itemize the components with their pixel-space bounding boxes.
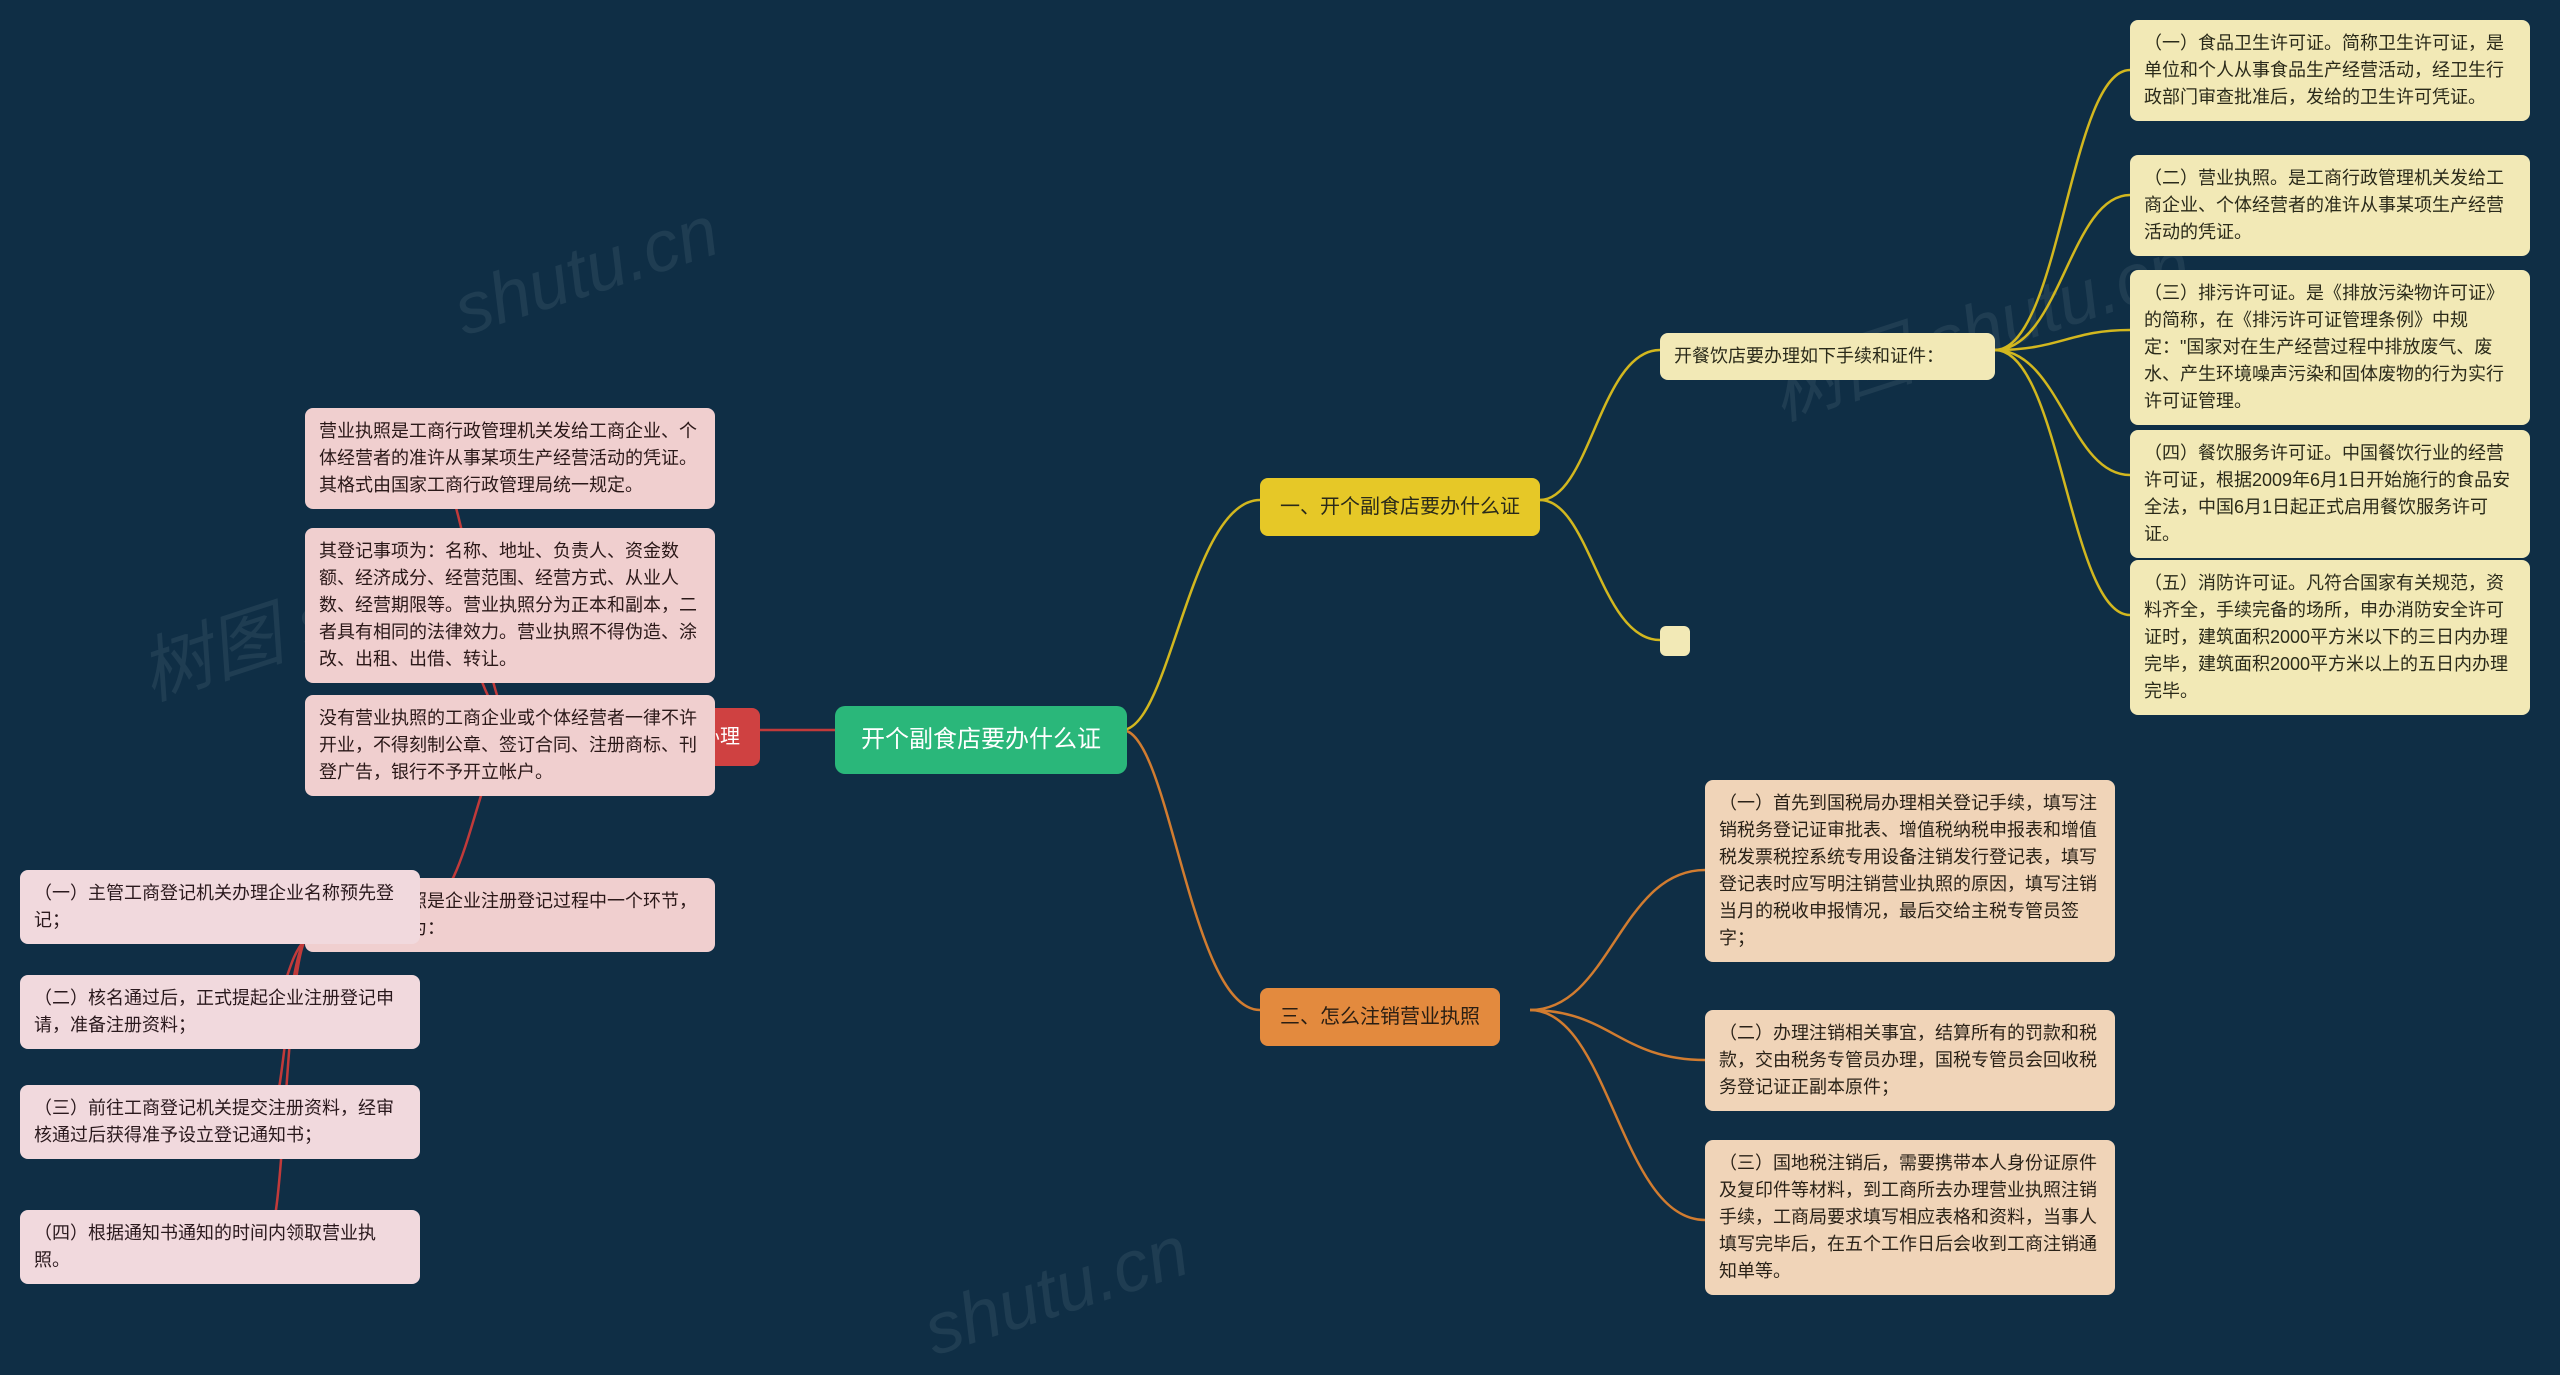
root-node[interactable]: 开个副食店要办什么证 — [835, 706, 1127, 774]
watermark: shutu.cn — [444, 190, 728, 352]
b1-leaf-1[interactable]: （一）食品卫生许可证。简称卫生许可证，是单位和个人从事食品生产经营活动，经卫生行… — [2130, 20, 2530, 121]
b2-mid-2[interactable]: 其登记事项为：名称、地址、负责人、资金数额、经济成分、经营范围、经营方式、从业人… — [305, 528, 715, 683]
branch-1-child[interactable]: 开餐饮店要办理如下手续和证件： — [1660, 333, 1995, 380]
branch-1[interactable]: 一、开个副食店要办什么证 — [1260, 478, 1540, 536]
b3-leaf-3[interactable]: （三）国地税注销后，需要携带本人身份证原件及复印件等材料，到工商所去办理营业执照… — [1705, 1140, 2115, 1295]
b2-step-2[interactable]: （二）核名通过后，正式提起企业注册登记申请，准备注册资料； — [20, 975, 420, 1049]
b1-leaf-3[interactable]: （三）排污许可证。是《排放污染物许可证》的简称，在《排污许可证管理条例》中规定：… — [2130, 270, 2530, 425]
b2-step-4[interactable]: （四）根据通知书通知的时间内领取营业执照。 — [20, 1210, 420, 1284]
b2-step-1[interactable]: （一）主管工商登记机关办理企业名称预先登记； — [20, 870, 420, 944]
watermark: shutu.cn — [914, 1210, 1198, 1372]
b1-leaf-2[interactable]: （二）营业执照。是工商行政管理机关发给工商企业、个体经营者的准许从事某项生产经营… — [2130, 155, 2530, 256]
b1-leaf-4[interactable]: （四）餐饮服务许可证。中国餐饮行业的经营许可证，根据2009年6月1日开始施行的… — [2130, 430, 2530, 558]
b2-mid-3[interactable]: 没有营业执照的工商企业或个体经营者一律不许开业，不得刻制公章、签订合同、注册商标… — [305, 695, 715, 796]
branch-3[interactable]: 三、怎么注销营业执照 — [1260, 988, 1500, 1046]
b1-leaf-5[interactable]: （五）消防许可证。凡符合国家有关规范，资料齐全，手续完备的场所，申办消防安全许可… — [2130, 560, 2530, 715]
b2-step-3[interactable]: （三）前往工商登记机关提交注册资料，经审核通过后获得准予设立登记通知书； — [20, 1085, 420, 1159]
branch-1-empty — [1660, 626, 1690, 656]
b3-leaf-1[interactable]: （一）首先到国税局办理相关登记手续，填写注销税务登记证审批表、增值税纳税申报表和… — [1705, 780, 2115, 962]
b3-leaf-2[interactable]: （二）办理注销相关事宜，结算所有的罚款和税款，交由税务专管员办理，国税专管员会回… — [1705, 1010, 2115, 1111]
b2-mid-1[interactable]: 营业执照是工商行政管理机关发给工商企业、个体经营者的准许从事某项生产经营活动的凭… — [305, 408, 715, 509]
